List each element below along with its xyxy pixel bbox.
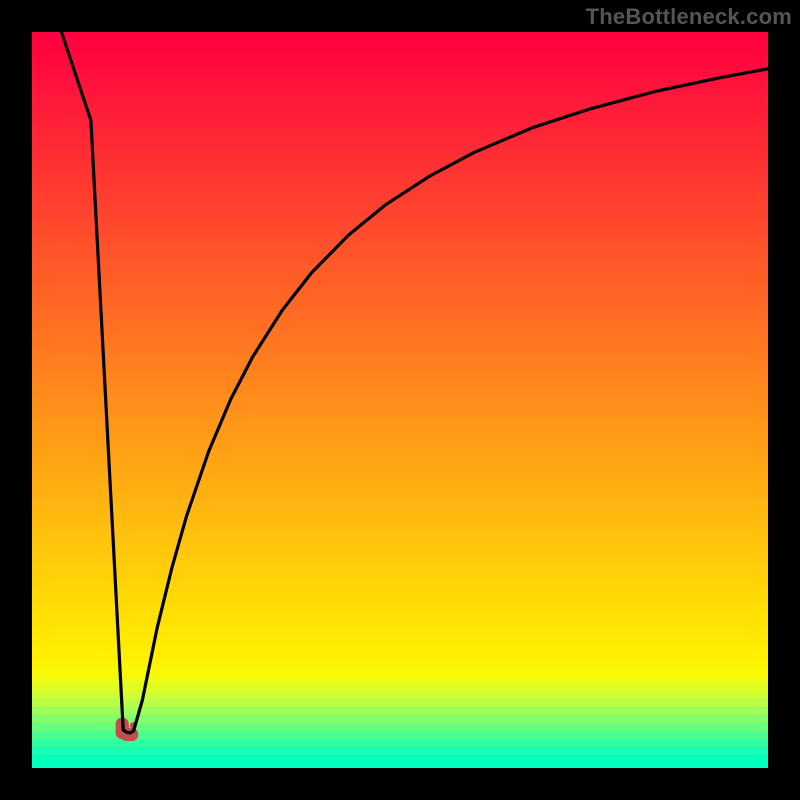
bottleneck-curve — [61, 32, 768, 733]
figure-root: TheBottleneck.com — [0, 0, 800, 800]
watermark-label: TheBottleneck.com — [586, 4, 792, 30]
chart-overlay — [32, 32, 768, 768]
plot-area — [32, 32, 768, 768]
